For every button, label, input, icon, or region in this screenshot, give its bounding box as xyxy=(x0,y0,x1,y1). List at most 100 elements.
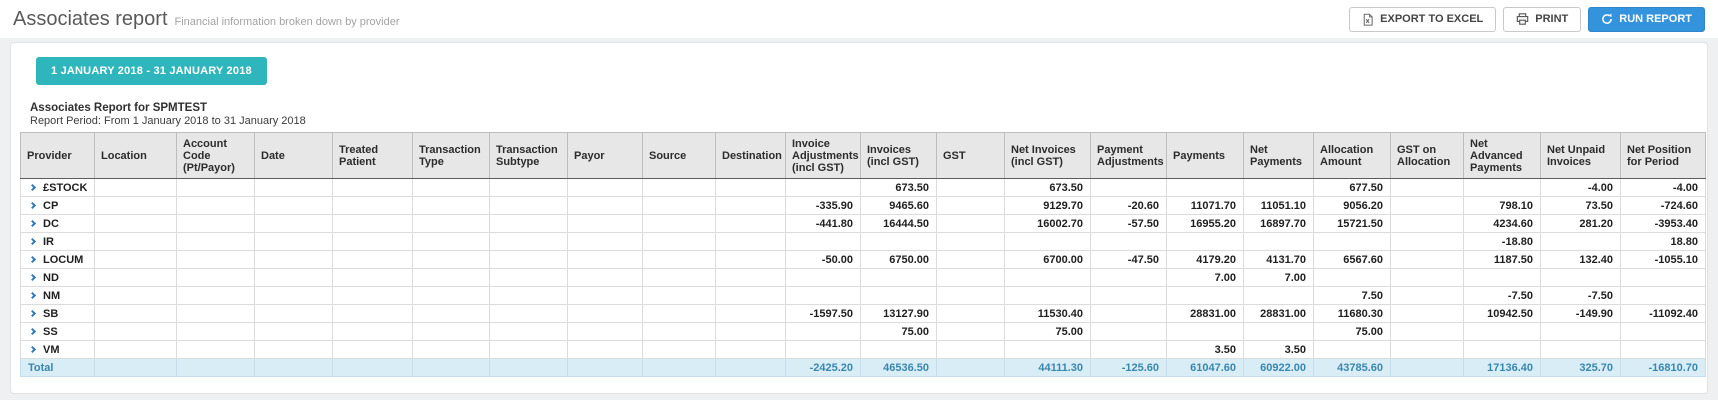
table-row[interactable]: £STOCK 673.50 673.50 677.50 -4.00 -4.00 xyxy=(20,178,1706,197)
value-cell xyxy=(1243,286,1314,305)
value-cell xyxy=(1243,178,1314,197)
date-range-button[interactable]: 1 JANUARY 2018 - 31 JANUARY 2018 xyxy=(36,57,267,85)
provider-label: £STOCK xyxy=(43,181,88,194)
table-row[interactable]: IR -18.80 18.80 xyxy=(20,232,1706,251)
empty-cell xyxy=(332,304,413,323)
table-row[interactable]: ND 7.00 7.00 xyxy=(20,268,1706,287)
chevron-right-icon[interactable] xyxy=(28,291,37,299)
chevron-right-icon[interactable] xyxy=(28,255,37,263)
value-cell xyxy=(785,286,861,305)
empty-cell xyxy=(412,196,490,215)
empty-cell xyxy=(332,250,413,269)
value-cell xyxy=(936,232,1005,251)
empty-cell xyxy=(176,196,255,215)
chevron-right-icon[interactable] xyxy=(28,201,37,209)
empty-cell xyxy=(715,178,786,197)
value-cell xyxy=(785,268,861,287)
column-header: Net Payments xyxy=(1243,132,1314,179)
table-row[interactable]: NM 7.50 -7.50 -7.50 xyxy=(20,286,1706,305)
empty-cell xyxy=(94,340,177,359)
value-cell: 16955.20 xyxy=(1166,214,1244,233)
value-cell xyxy=(1463,322,1541,341)
run-report-button[interactable]: RUN REPORT xyxy=(1588,6,1705,32)
chevron-right-icon[interactable] xyxy=(28,273,37,281)
value-cell xyxy=(1463,340,1541,359)
chevron-right-icon[interactable] xyxy=(28,327,37,335)
value-cell: 11071.70 xyxy=(1166,196,1244,215)
empty-cell xyxy=(567,358,643,377)
value-cell: 798.10 xyxy=(1463,196,1541,215)
empty-cell xyxy=(642,214,716,233)
value-cell xyxy=(1090,232,1167,251)
empty-cell xyxy=(412,214,490,233)
value-cell: -11092.40 xyxy=(1620,304,1706,323)
value-cell: 6700.00 xyxy=(1004,250,1091,269)
export-to-excel-button[interactable]: EXPORT TO EXCEL xyxy=(1349,6,1497,32)
value-cell xyxy=(1390,250,1464,269)
excel-file-icon xyxy=(1362,13,1374,26)
value-cell: 7.50 xyxy=(1313,286,1391,305)
value-cell: -149.90 xyxy=(1540,304,1621,323)
value-cell xyxy=(1313,340,1391,359)
empty-cell xyxy=(332,178,413,197)
value-cell xyxy=(1540,340,1621,359)
column-header: Allocation Amount xyxy=(1313,132,1391,179)
value-cell: 28831.00 xyxy=(1243,304,1314,323)
empty-cell xyxy=(176,286,255,305)
value-cell: 61047.60 xyxy=(1166,358,1244,377)
value-cell: -7.50 xyxy=(1540,286,1621,305)
table-row[interactable]: LOCUM -50.00 6750.00 6700.00 -47.50 4179.20 41… xyxy=(20,250,1706,269)
empty-cell xyxy=(489,178,568,197)
empty-cell xyxy=(642,340,716,359)
chevron-right-icon[interactable] xyxy=(28,309,37,317)
provider-cell: IR xyxy=(20,232,95,251)
value-cell xyxy=(1090,286,1167,305)
chevron-right-icon[interactable] xyxy=(28,345,37,353)
empty-cell xyxy=(412,250,490,269)
value-cell xyxy=(936,304,1005,323)
empty-cell xyxy=(412,304,490,323)
value-cell: 43785.60 xyxy=(1313,358,1391,377)
provider-label: CP xyxy=(43,199,59,212)
print-button[interactable]: PRINT xyxy=(1503,6,1582,32)
provider-cell: SS xyxy=(20,322,95,341)
table-row[interactable]: DC -441.80 16444.50 16002.70 -57.50 16955.20 1… xyxy=(20,214,1706,233)
value-cell: -18.80 xyxy=(1463,232,1541,251)
empty-cell xyxy=(412,286,490,305)
table-row[interactable]: SS 75.00 75.00 75.00 xyxy=(20,322,1706,341)
chevron-right-icon[interactable] xyxy=(28,237,37,245)
value-cell: 281.20 xyxy=(1540,214,1621,233)
empty-cell xyxy=(412,322,490,341)
value-cell xyxy=(1166,322,1244,341)
chevron-right-icon[interactable] xyxy=(28,219,37,227)
empty-cell xyxy=(567,232,643,251)
chevron-right-icon[interactable] xyxy=(28,183,37,191)
empty-cell xyxy=(642,250,716,269)
table-row[interactable]: CP -335.90 9465.60 9129.70 -20.60 11071.70 110… xyxy=(20,196,1706,215)
empty-cell xyxy=(412,358,490,377)
provider-cell: NM xyxy=(20,286,95,305)
table-row[interactable]: SB -1597.50 13127.90 11530.40 28831.00 28831.… xyxy=(20,304,1706,323)
provider-cell: DC xyxy=(20,214,95,233)
provider-label: IR xyxy=(43,235,54,248)
value-cell: -16810.70 xyxy=(1620,358,1706,377)
empty-cell xyxy=(254,214,333,233)
table-row[interactable]: VM 3.50 3.50 xyxy=(20,340,1706,359)
empty-cell xyxy=(176,178,255,197)
empty-cell xyxy=(642,232,716,251)
empty-cell xyxy=(489,304,568,323)
page-header: Associates report Financial information … xyxy=(0,0,1718,38)
value-cell xyxy=(1243,322,1314,341)
value-cell: -335.90 xyxy=(785,196,861,215)
value-cell: 4234.60 xyxy=(1463,214,1541,233)
value-cell xyxy=(785,322,861,341)
provider-cell: SB xyxy=(20,304,95,323)
column-header: Invoice Adjustments (incl GST) xyxy=(785,132,861,179)
value-cell xyxy=(1090,268,1167,287)
value-cell: 11680.30 xyxy=(1313,304,1391,323)
value-cell: 3.50 xyxy=(1243,340,1314,359)
empty-cell xyxy=(254,196,333,215)
value-cell: 75.00 xyxy=(1004,322,1091,341)
value-cell: 15721.50 xyxy=(1313,214,1391,233)
value-cell: 73.50 xyxy=(1540,196,1621,215)
